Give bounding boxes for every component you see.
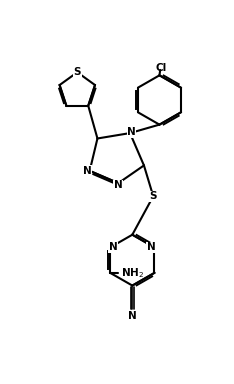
Text: NH$_2$: NH$_2$ <box>121 266 144 280</box>
Text: N: N <box>83 166 92 176</box>
Text: N: N <box>114 180 123 190</box>
Text: N: N <box>147 242 156 252</box>
Text: Cl: Cl <box>155 63 167 73</box>
Text: S: S <box>73 67 81 77</box>
Text: N: N <box>127 127 136 137</box>
Text: N: N <box>109 242 118 252</box>
Text: S: S <box>150 191 157 201</box>
Text: N: N <box>128 311 137 321</box>
